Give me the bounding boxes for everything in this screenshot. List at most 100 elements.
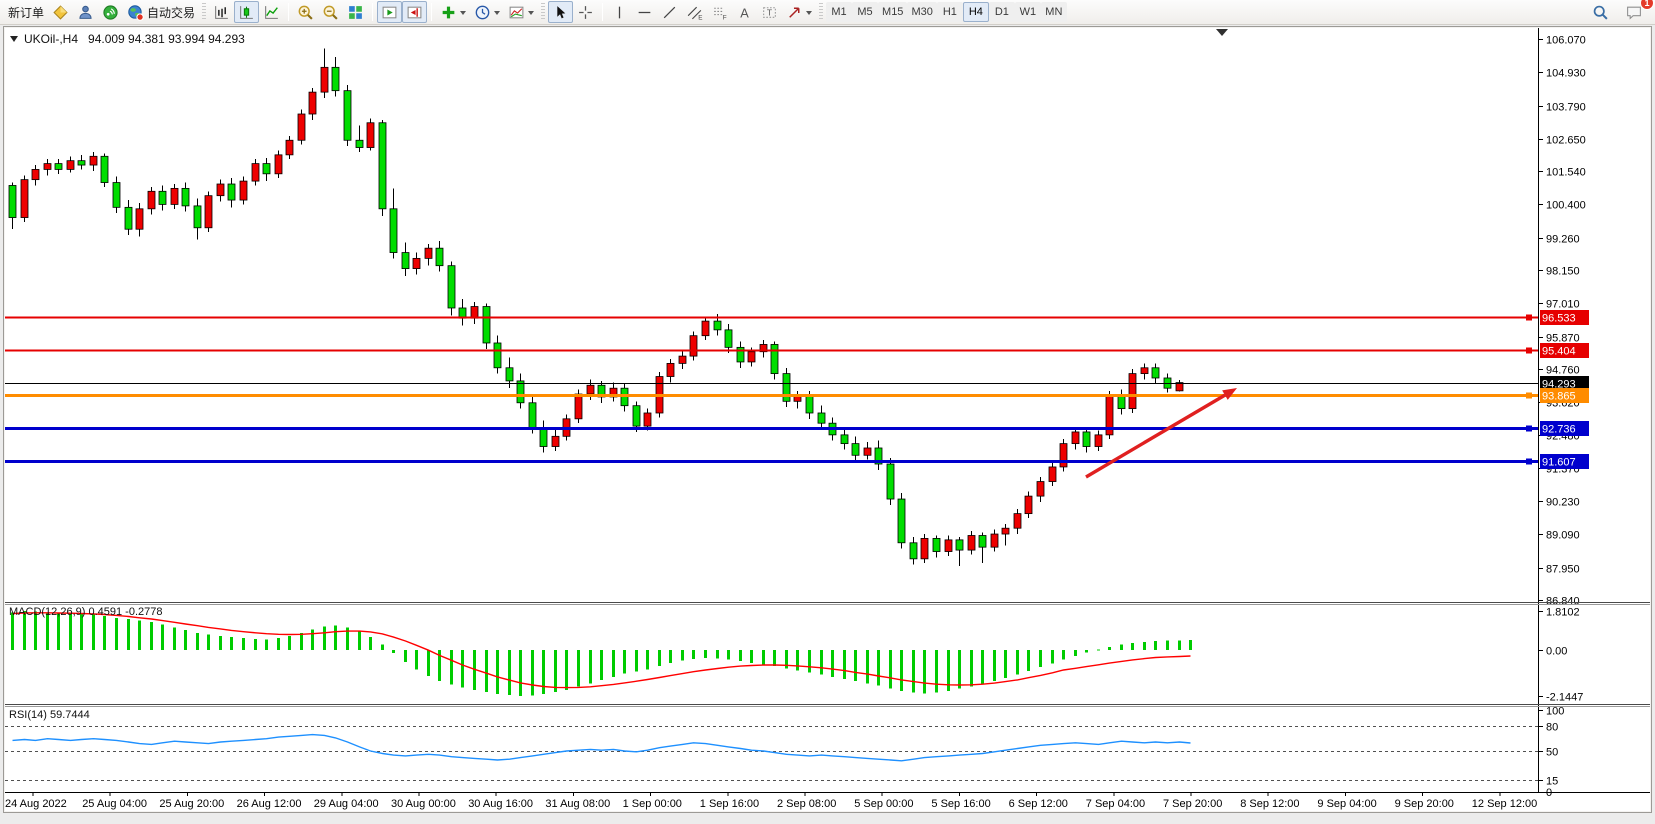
time-axis-label: 12 Sep 12:00 — [1472, 798, 1537, 810]
candle-body — [978, 535, 987, 548]
horizontal-line-button[interactable] — [632, 1, 657, 23]
macd-histogram-bar — [311, 629, 314, 651]
line-chart-button[interactable] — [259, 1, 284, 23]
zoom-out-button[interactable] — [318, 1, 343, 23]
svg-text:101.540: 101.540 — [1546, 167, 1586, 179]
hline-96.533[interactable]: 96.533 — [5, 310, 1589, 325]
candle-body — [204, 195, 213, 229]
search-button[interactable] — [1588, 1, 1613, 23]
timeframe-M1[interactable]: M1 — [826, 2, 853, 22]
cursor-button[interactable] — [548, 1, 574, 23]
timeframe-MN[interactable]: MN — [1040, 2, 1067, 22]
macd-histogram-bar — [935, 650, 938, 693]
timeframe-M5[interactable]: M5 — [852, 2, 879, 22]
macd-histogram-bar — [369, 637, 372, 651]
time-axis-label: 1 Sep 16:00 — [700, 798, 759, 810]
chart-menu-arrow-icon[interactable] — [10, 36, 18, 46]
timeframe-H1[interactable]: H1 — [936, 2, 963, 22]
price-badge-label: 94.293 — [1542, 379, 1576, 391]
macd-histogram-bar — [300, 632, 303, 651]
svg-text:106.070: 106.070 — [1546, 35, 1586, 47]
candle-body — [1059, 443, 1068, 468]
candle-body — [574, 393, 583, 420]
candle-body — [193, 205, 202, 229]
time-axis-label: 26 Aug 12:00 — [237, 798, 302, 810]
candle-body — [840, 434, 849, 445]
templates-button[interactable] — [504, 1, 538, 23]
crosshair-button[interactable] — [573, 1, 598, 23]
equidistant-channel-button[interactable]: E — [682, 1, 707, 23]
profile-button[interactable] — [73, 1, 98, 23]
svg-text:-2.1447: -2.1447 — [1546, 692, 1583, 704]
price-badge — [1540, 343, 1589, 358]
rsi-line — [12, 733, 1191, 762]
macd-histogram-bar — [161, 624, 164, 651]
macd-histogram-bar — [1108, 646, 1111, 651]
timeframe-M30[interactable]: M30 — [907, 2, 937, 22]
candle-body — [239, 180, 248, 201]
macd-histogram-bar — [288, 636, 291, 651]
tile-windows-button[interactable] — [343, 1, 368, 23]
text-button[interactable]: A — [732, 1, 757, 23]
hline-92.736[interactable]: 92.736 — [5, 421, 1589, 436]
chart-shift-marker-icon[interactable] — [1216, 29, 1228, 36]
candle-body — [817, 412, 826, 424]
hline-handle — [1526, 458, 1532, 465]
channel-icon: E — [686, 4, 703, 21]
candle-body — [66, 160, 75, 170]
auto-scroll-button[interactable] — [377, 1, 403, 23]
notifications-button[interactable] — [1621, 1, 1647, 23]
svg-text:15: 15 — [1546, 776, 1558, 788]
price-badge — [1540, 388, 1589, 403]
indicators-button[interactable] — [436, 1, 470, 23]
zoom-in-button[interactable] — [293, 1, 318, 23]
signals-button[interactable] — [98, 1, 123, 23]
macd-histogram-bar — [69, 612, 72, 651]
macd-histogram-bar — [427, 650, 430, 676]
candlestick-icon — [238, 4, 255, 21]
periods-button[interactable] — [470, 1, 504, 23]
macd-histogram-bar — [947, 650, 950, 691]
candle-body — [308, 91, 317, 115]
macd-histogram-bar — [23, 611, 26, 651]
candle-body — [944, 539, 953, 552]
svg-text:80: 80 — [1546, 722, 1558, 734]
bar-chart-button[interactable] — [209, 1, 234, 23]
chevron-down-icon — [528, 11, 535, 18]
toolbar-grip — [541, 3, 546, 21]
new-order-button[interactable]: 新订单 — [4, 1, 48, 23]
arrows-button[interactable] — [782, 1, 816, 23]
text-label-button[interactable]: T — [757, 1, 782, 23]
trendline-button[interactable] — [657, 1, 682, 23]
candlestick-chart-button[interactable] — [234, 1, 260, 23]
hline-94.293[interactable]: 94.293 — [5, 376, 1589, 391]
hline-91.607[interactable]: 91.607 — [5, 454, 1589, 469]
timeframe-W1[interactable]: W1 — [1014, 2, 1041, 22]
auto-scroll-icon — [381, 4, 398, 21]
chart-shift-button[interactable] — [402, 1, 428, 23]
chevron-down-icon — [460, 11, 467, 18]
candle-body — [89, 155, 98, 166]
macd-histogram-bar — [11, 612, 14, 651]
market-watch-button[interactable] — [48, 1, 73, 23]
macd-histogram-bar — [346, 627, 349, 651]
timeframe-D1[interactable]: D1 — [988, 2, 1015, 22]
hline-95.404[interactable]: 95.404 — [5, 343, 1589, 358]
trend-arrow-annotation[interactable] — [1085, 388, 1237, 479]
vertical-line-button[interactable] — [607, 1, 632, 23]
autotrading-button[interactable]: 自动交易 — [123, 1, 199, 23]
macd-histogram-bar — [254, 638, 257, 651]
candle-body — [100, 155, 109, 183]
macd-histogram-bar — [565, 650, 568, 690]
hline-93.865[interactable]: 93.865 — [5, 388, 1589, 403]
macd-histogram-bar — [1131, 643, 1134, 651]
fibonacci-button[interactable]: F — [707, 1, 732, 23]
macd-histogram-bar — [334, 625, 337, 651]
macd-histogram-bar — [381, 644, 384, 651]
timeframe-M15[interactable]: M15 — [878, 2, 908, 22]
timeframe-H4[interactable]: H4 — [962, 2, 989, 22]
time-axis[interactable]: 24 Aug 2022 25 Aug 04:00 25 Aug 20:00 26 Au… — [5, 792, 1537, 810]
chart-title: UKOil-,H4 94.009 94.381 93.994 94.293 — [10, 32, 245, 46]
clock-icon — [474, 4, 491, 21]
